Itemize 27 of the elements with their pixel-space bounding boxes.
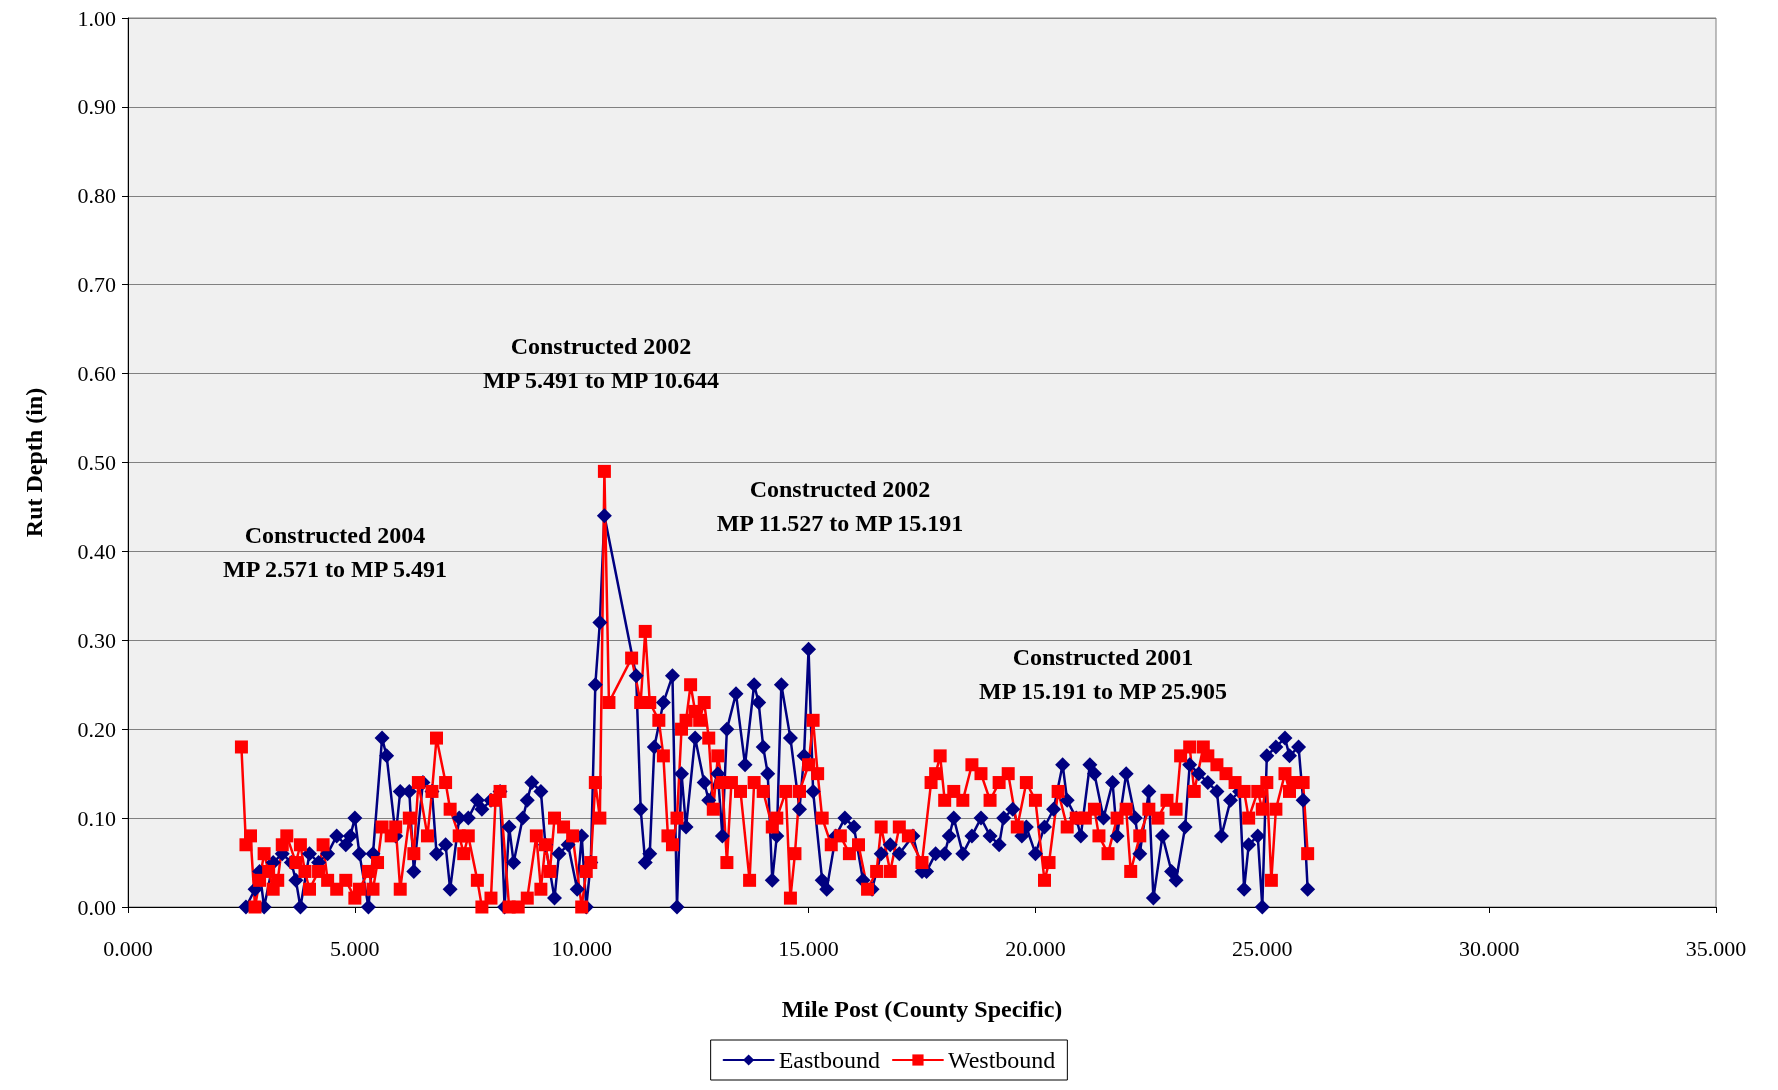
y-tick-label: 1.00	[77, 5, 116, 31]
y-tick-label: 0.40	[77, 538, 116, 564]
x-tick-label: 25.000	[1232, 935, 1293, 961]
y-tick-label: 0.80	[77, 183, 116, 209]
x-tick-label: 35.000	[1685, 935, 1747, 961]
y-tick-label: 0.60	[77, 361, 116, 387]
y-tick-label: 0.50	[77, 450, 116, 475]
x-tick-label: 5.000	[330, 935, 380, 961]
y-tick-label: 0.70	[77, 272, 116, 298]
y-tick-label: 0.90	[77, 94, 116, 120]
y-axis-title: Rut Depth (in)	[21, 387, 47, 538]
x-tick-label: 15.000	[778, 935, 839, 961]
x-tick-label: 0.000	[103, 935, 153, 961]
annotation: Constructed 2002 MP 11.527 to MP 15.191	[716, 476, 964, 536]
y-tick-label: 0.20	[77, 716, 116, 742]
x-tick-label: 20.000	[1005, 935, 1066, 961]
x-tick-label: 10.000	[551, 935, 612, 961]
y-tick-label: 0.00	[77, 894, 116, 920]
annotation: Constructed 2002 MP 5.491 to MP 10.644	[483, 333, 719, 393]
y-tick-label: 0.10	[77, 805, 116, 831]
legend-label: Eastbound	[778, 1047, 880, 1073]
x-tick-label: 30.000	[1458, 935, 1520, 961]
legend-label: Westbound	[947, 1047, 1056, 1073]
annotation: Constructed 2001 MP 15.191 to MP 25.905	[979, 644, 1227, 704]
annotation: Constructed 2004 MP 2.571 to MP 5.491	[223, 522, 447, 582]
x-axis-title: Mile Post (County Specific)	[781, 996, 1063, 1022]
y-tick-label: 0.30	[77, 627, 116, 653]
